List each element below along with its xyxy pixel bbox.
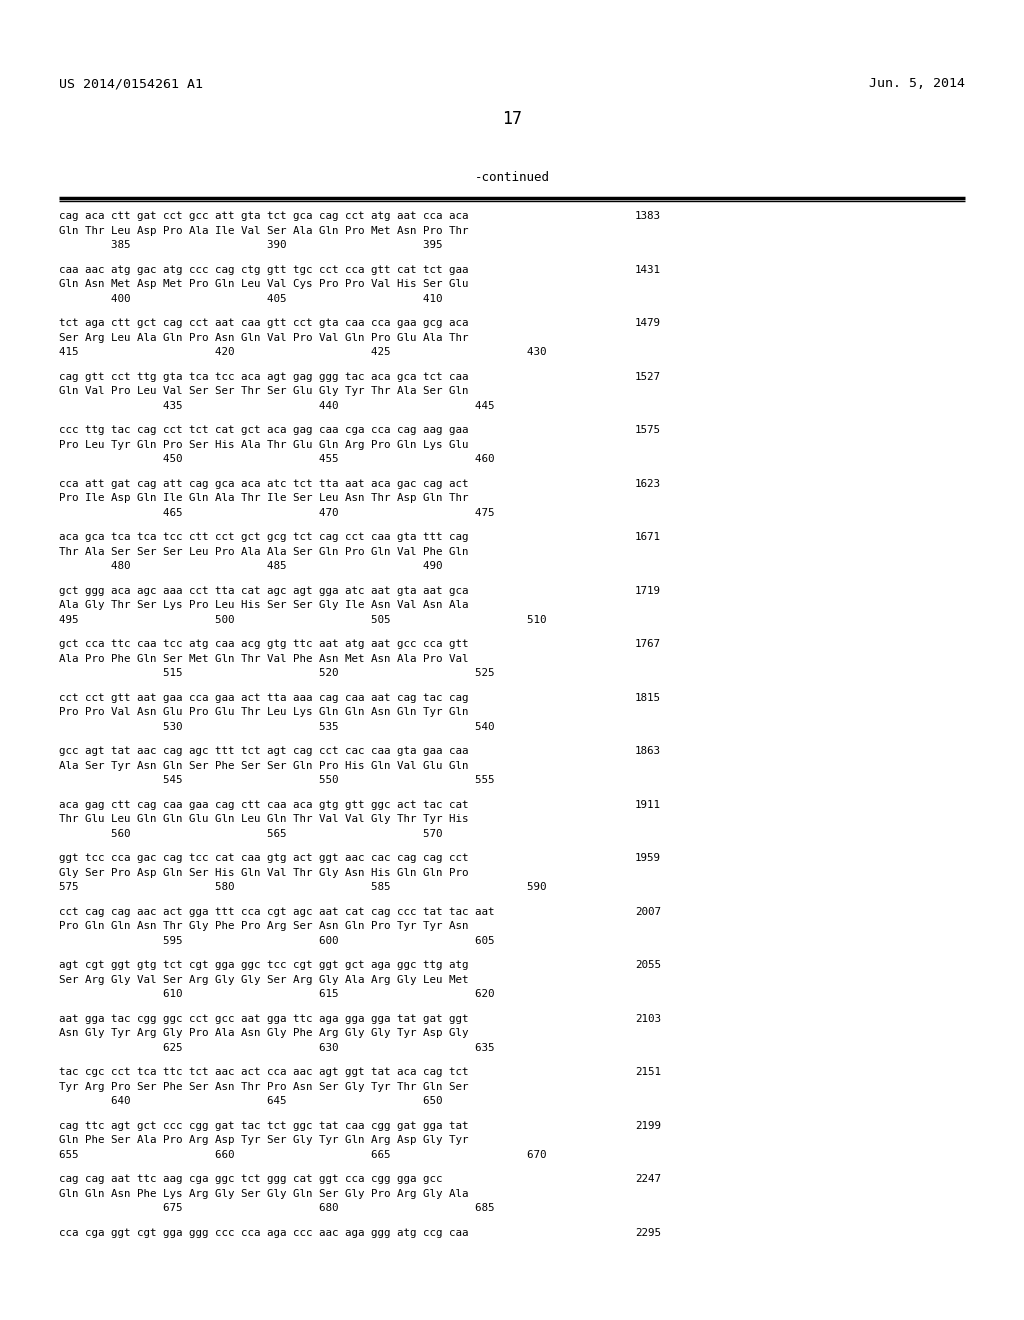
Text: Gln Phe Ser Ala Pro Arg Asp Tyr Ser Gly Tyr Gln Arg Asp Gly Tyr: Gln Phe Ser Ala Pro Arg Asp Tyr Ser Gly …: [59, 1135, 469, 1146]
Text: 2199: 2199: [635, 1121, 660, 1131]
Text: Gln Asn Met Asp Met Pro Gln Leu Val Cys Pro Pro Val His Ser Glu: Gln Asn Met Asp Met Pro Gln Leu Val Cys …: [59, 280, 469, 289]
Text: 2103: 2103: [635, 1014, 660, 1024]
Text: 2055: 2055: [635, 960, 660, 970]
Text: -continued: -continued: [474, 170, 550, 183]
Text: 1863: 1863: [635, 746, 660, 756]
Text: cca att gat cag att cag gca aca atc tct tta aat aca gac cag act: cca att gat cag att cag gca aca atc tct …: [59, 479, 469, 488]
Text: 655                     660                     665                     670: 655 660 665 670: [59, 1150, 547, 1160]
Text: Ala Gly Thr Ser Lys Pro Leu His Ser Ser Gly Ile Asn Val Asn Ala: Ala Gly Thr Ser Lys Pro Leu His Ser Ser …: [59, 601, 469, 610]
Text: 450                     455                     460: 450 455 460: [59, 454, 495, 465]
Text: Gln Val Pro Leu Val Ser Ser Thr Ser Glu Gly Tyr Thr Ala Ser Gln: Gln Val Pro Leu Val Ser Ser Thr Ser Glu …: [59, 387, 469, 396]
Text: Thr Ala Ser Ser Ser Leu Pro Ala Ala Ser Gln Pro Gln Val Phe Gln: Thr Ala Ser Ser Ser Leu Pro Ala Ala Ser …: [59, 546, 469, 557]
Text: 610                     615                     620: 610 615 620: [59, 989, 495, 999]
Text: Ala Pro Phe Gln Ser Met Gln Thr Val Phe Asn Met Asn Ala Pro Val: Ala Pro Phe Gln Ser Met Gln Thr Val Phe …: [59, 653, 469, 664]
Text: 1575: 1575: [635, 425, 660, 436]
Text: caa aac atg gac atg ccc cag ctg gtt tgc cct cca gtt cat tct gaa: caa aac atg gac atg ccc cag ctg gtt tgc …: [59, 265, 469, 275]
Text: 1815: 1815: [635, 693, 660, 702]
Text: US 2014/0154261 A1: US 2014/0154261 A1: [59, 77, 204, 90]
Text: 1479: 1479: [635, 318, 660, 329]
Text: 1911: 1911: [635, 800, 660, 809]
Text: cag ttc agt gct ccc cgg gat tac tct ggc tat caa cgg gat gga tat: cag ttc agt gct ccc cgg gat tac tct ggc …: [59, 1121, 469, 1131]
Text: 400                     405                     410: 400 405 410: [59, 294, 443, 304]
Text: Thr Glu Leu Gln Gln Glu Gln Leu Gln Thr Val Val Gly Thr Tyr His: Thr Glu Leu Gln Gln Glu Gln Leu Gln Thr …: [59, 814, 469, 824]
Text: 625                     630                     635: 625 630 635: [59, 1043, 495, 1053]
Text: 2295: 2295: [635, 1228, 660, 1238]
Text: 595                     600                     605: 595 600 605: [59, 936, 495, 945]
Text: Pro Pro Val Asn Glu Pro Glu Thr Leu Lys Gln Gln Asn Gln Tyr Gln: Pro Pro Val Asn Glu Pro Glu Thr Leu Lys …: [59, 708, 469, 717]
Text: 575                     580                     585                     590: 575 580 585 590: [59, 882, 547, 892]
Text: Gly Ser Pro Asp Gln Ser His Gln Val Thr Gly Asn His Gln Gln Pro: Gly Ser Pro Asp Gln Ser His Gln Val Thr …: [59, 867, 469, 878]
Text: cag gtt cct ttg gta tca tcc aca agt gag ggg tac aca gca tct caa: cag gtt cct ttg gta tca tcc aca agt gag …: [59, 372, 469, 381]
Text: 2007: 2007: [635, 907, 660, 916]
Text: 465                     470                     475: 465 470 475: [59, 508, 495, 517]
Text: agt cgt ggt gtg tct cgt gga ggc tcc cgt ggt gct aga ggc ttg atg: agt cgt ggt gtg tct cgt gga ggc tcc cgt …: [59, 960, 469, 970]
Text: Gln Thr Leu Asp Pro Ala Ile Val Ser Ala Gln Pro Met Asn Pro Thr: Gln Thr Leu Asp Pro Ala Ile Val Ser Ala …: [59, 226, 469, 236]
Text: 2151: 2151: [635, 1067, 660, 1077]
Text: aat gga tac cgg ggc cct gcc aat gga ttc aga gga gga tat gat ggt: aat gga tac cgg ggc cct gcc aat gga ttc …: [59, 1014, 469, 1024]
Text: Pro Ile Asp Gln Ile Gln Ala Thr Ile Ser Leu Asn Thr Asp Gln Thr: Pro Ile Asp Gln Ile Gln Ala Thr Ile Ser …: [59, 494, 469, 503]
Text: 1623: 1623: [635, 479, 660, 488]
Text: Jun. 5, 2014: Jun. 5, 2014: [868, 77, 965, 90]
Text: ccc ttg tac cag cct tct cat gct aca gag caa cga cca cag aag gaa: ccc ttg tac cag cct tct cat gct aca gag …: [59, 425, 469, 436]
Text: 435                     440                     445: 435 440 445: [59, 401, 495, 411]
Text: Asn Gly Tyr Arg Gly Pro Ala Asn Gly Phe Arg Gly Gly Tyr Asp Gly: Asn Gly Tyr Arg Gly Pro Ala Asn Gly Phe …: [59, 1028, 469, 1039]
Text: 1671: 1671: [635, 532, 660, 543]
Text: 415                     420                     425                     430: 415 420 425 430: [59, 347, 547, 358]
Text: 560                     565                     570: 560 565 570: [59, 829, 443, 838]
Text: gct ggg aca agc aaa cct tta cat agc agt gga atc aat gta aat gca: gct ggg aca agc aaa cct tta cat agc agt …: [59, 586, 469, 595]
Text: cag aca ctt gat cct gcc att gta tct gca cag cct atg aat cca aca: cag aca ctt gat cct gcc att gta tct gca …: [59, 211, 469, 222]
Text: 1959: 1959: [635, 853, 660, 863]
Text: 530                     535                     540: 530 535 540: [59, 722, 495, 731]
Text: cca cga ggt cgt gga ggg ccc cca aga ccc aac aga ggg atg ccg caa: cca cga ggt cgt gga ggg ccc cca aga ccc …: [59, 1228, 469, 1238]
Text: gct cca ttc caa tcc atg caa acg gtg ttc aat atg aat gcc cca gtt: gct cca ttc caa tcc atg caa acg gtg ttc …: [59, 639, 469, 649]
Text: 480                     485                     490: 480 485 490: [59, 561, 443, 572]
Text: 385                     390                     395: 385 390 395: [59, 240, 443, 251]
Text: 1383: 1383: [635, 211, 660, 222]
Text: cct cag cag aac act gga ttt cca cgt agc aat cat cag ccc tat tac aat: cct cag cag aac act gga ttt cca cgt agc …: [59, 907, 495, 916]
Text: 515                     520                     525: 515 520 525: [59, 668, 495, 678]
Text: 545                     550                     555: 545 550 555: [59, 775, 495, 785]
Text: Ser Arg Gly Val Ser Arg Gly Gly Ser Arg Gly Ala Arg Gly Leu Met: Ser Arg Gly Val Ser Arg Gly Gly Ser Arg …: [59, 974, 469, 985]
Text: ggt tcc cca gac cag tcc cat caa gtg act ggt aac cac cag cag cct: ggt tcc cca gac cag tcc cat caa gtg act …: [59, 853, 469, 863]
Text: Ala Ser Tyr Asn Gln Ser Phe Ser Ser Gln Pro His Gln Val Glu Gln: Ala Ser Tyr Asn Gln Ser Phe Ser Ser Gln …: [59, 760, 469, 771]
Text: 2247: 2247: [635, 1175, 660, 1184]
Text: 1767: 1767: [635, 639, 660, 649]
Text: aca gag ctt cag caa gaa cag ctt caa aca gtg gtt ggc act tac cat: aca gag ctt cag caa gaa cag ctt caa aca …: [59, 800, 469, 809]
Text: cct cct gtt aat gaa cca gaa act tta aaa cag caa aat cag tac cag: cct cct gtt aat gaa cca gaa act tta aaa …: [59, 693, 469, 702]
Text: 495                     500                     505                     510: 495 500 505 510: [59, 615, 547, 624]
Text: 1527: 1527: [635, 372, 660, 381]
Text: Pro Leu Tyr Gln Pro Ser His Ala Thr Glu Gln Arg Pro Gln Lys Glu: Pro Leu Tyr Gln Pro Ser His Ala Thr Glu …: [59, 440, 469, 450]
Text: 1719: 1719: [635, 586, 660, 595]
Text: Pro Gln Gln Asn Thr Gly Phe Pro Arg Ser Asn Gln Pro Tyr Tyr Asn: Pro Gln Gln Asn Thr Gly Phe Pro Arg Ser …: [59, 921, 469, 931]
Text: 1431: 1431: [635, 265, 660, 275]
Text: tac cgc cct tca ttc tct aac act cca aac agt ggt tat aca cag tct: tac cgc cct tca ttc tct aac act cca aac …: [59, 1067, 469, 1077]
Text: tct aga ctt gct cag cct aat caa gtt cct gta caa cca gaa gcg aca: tct aga ctt gct cag cct aat caa gtt cct …: [59, 318, 469, 329]
Text: Tyr Arg Pro Ser Phe Ser Asn Thr Pro Asn Ser Gly Tyr Thr Gln Ser: Tyr Arg Pro Ser Phe Ser Asn Thr Pro Asn …: [59, 1081, 469, 1092]
Text: 17: 17: [502, 110, 522, 128]
Text: Gln Gln Asn Phe Lys Arg Gly Ser Gly Gln Ser Gly Pro Arg Gly Ala: Gln Gln Asn Phe Lys Arg Gly Ser Gly Gln …: [59, 1189, 469, 1199]
Text: aca gca tca tca tcc ctt cct gct gcg tct cag cct caa gta ttt cag: aca gca tca tca tcc ctt cct gct gcg tct …: [59, 532, 469, 543]
Text: 675                     680                     685: 675 680 685: [59, 1204, 495, 1213]
Text: 640                     645                     650: 640 645 650: [59, 1096, 443, 1106]
Text: cag cag aat ttc aag cga ggc tct ggg cat ggt cca cgg gga gcc: cag cag aat ttc aag cga ggc tct ggg cat …: [59, 1175, 443, 1184]
Text: gcc agt tat aac cag agc ttt tct agt cag cct cac caa gta gaa caa: gcc agt tat aac cag agc ttt tct agt cag …: [59, 746, 469, 756]
Text: Ser Arg Leu Ala Gln Pro Asn Gln Val Pro Val Gln Pro Glu Ala Thr: Ser Arg Leu Ala Gln Pro Asn Gln Val Pro …: [59, 333, 469, 343]
